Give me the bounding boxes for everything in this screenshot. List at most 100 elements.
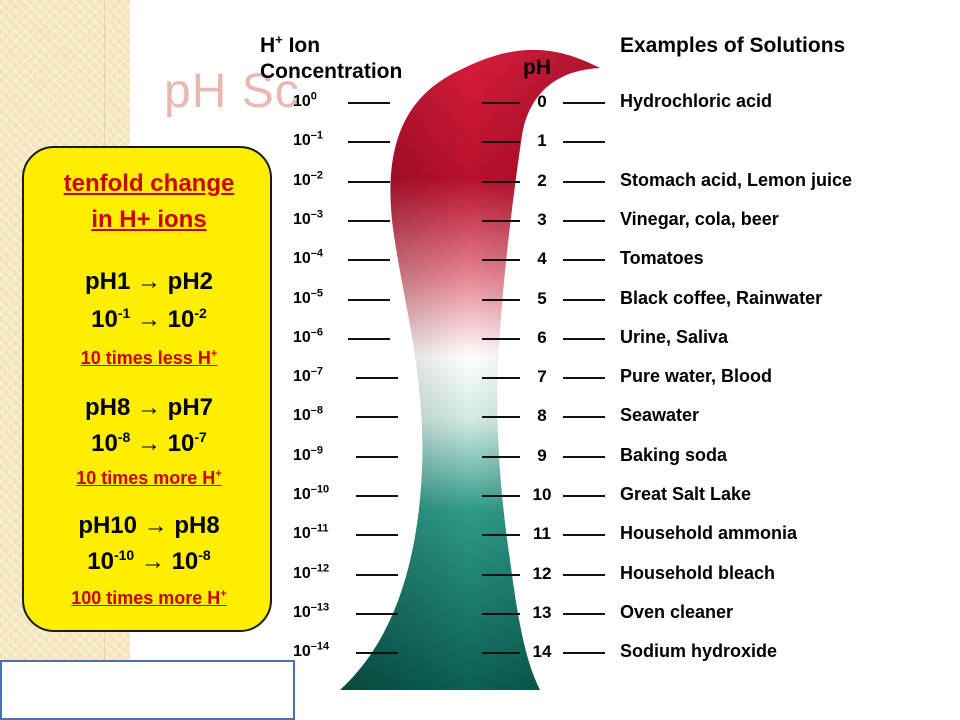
ph-right-tick bbox=[563, 456, 605, 458]
ph-value: 7 bbox=[537, 367, 547, 386]
ph-left-tick bbox=[482, 534, 520, 536]
ph-right-tick bbox=[563, 299, 605, 301]
concentration-tick bbox=[356, 534, 398, 536]
concentration-tick bbox=[348, 299, 390, 301]
concentration-header-h: H bbox=[260, 34, 276, 57]
ph-value: 3 bbox=[537, 210, 547, 229]
example-solution: Oven cleaner bbox=[620, 602, 734, 622]
concentration-tick bbox=[356, 416, 398, 418]
concentration-base: 10 bbox=[293, 407, 311, 424]
ph-left-tick bbox=[482, 181, 520, 183]
ph-left-tick bbox=[482, 141, 520, 143]
arrow-icon: → bbox=[137, 268, 161, 295]
example-solution: Baking soda bbox=[620, 445, 728, 465]
example3-conc-to-exp: -8 bbox=[198, 547, 211, 563]
concentration-label: 10–7 bbox=[293, 366, 323, 386]
ph-header: pH bbox=[523, 56, 551, 79]
ph-ribbon bbox=[340, 49, 600, 690]
example-solution: Household ammonia bbox=[620, 523, 798, 543]
concentration-tick bbox=[348, 102, 390, 104]
concentration-label: 10–5 bbox=[293, 287, 324, 308]
example1-conc-from-exp: -1 bbox=[117, 305, 131, 321]
ph-value: 9 bbox=[537, 446, 547, 465]
ph-value: 6 bbox=[537, 328, 547, 347]
ph-right-tick bbox=[563, 652, 605, 654]
concentration-label: 10–11 bbox=[293, 523, 329, 543]
ph-left-tick bbox=[482, 220, 520, 222]
concentration-label: 10–4 bbox=[293, 248, 323, 268]
concentration-label: 10–3 bbox=[293, 209, 323, 229]
concentration-exponent: –14 bbox=[310, 640, 330, 653]
example3-ph: pH10 → pH8 bbox=[24, 512, 274, 540]
example1-to: pH2 bbox=[167, 268, 214, 295]
concentration-label: 10–14 bbox=[293, 640, 330, 661]
ph-value: 11 bbox=[533, 524, 551, 543]
concentration-tick bbox=[356, 456, 398, 458]
example-solution: Vinegar, cola, beer bbox=[620, 209, 779, 229]
concentration-tick bbox=[356, 652, 398, 654]
example3-conc-from-exp: -10 bbox=[113, 547, 135, 563]
example2-to: pH7 bbox=[167, 394, 214, 421]
ph-left-tick bbox=[482, 456, 520, 458]
ph-value: 4 bbox=[537, 249, 547, 268]
ph-right-tick bbox=[563, 574, 605, 576]
example-solution: Household bleach bbox=[620, 563, 776, 583]
concentration-header-ion: Ion bbox=[282, 34, 321, 57]
concentration-tick bbox=[356, 377, 398, 379]
example-solution: Great Salt Lake bbox=[620, 484, 752, 504]
ph-left-tick bbox=[482, 652, 520, 654]
concentration-exponent: –6 bbox=[310, 326, 324, 339]
ph-right-tick bbox=[563, 495, 605, 497]
concentration-exponent: 0 bbox=[310, 90, 317, 103]
concentration-exponent: –9 bbox=[310, 444, 324, 457]
concentration-base: 10 bbox=[293, 250, 311, 267]
ph-left-tick bbox=[482, 613, 520, 615]
example1-conc-to-exp: -2 bbox=[194, 305, 207, 321]
ph-value: 8 bbox=[537, 406, 547, 425]
concentration-base: 10 bbox=[293, 486, 311, 503]
box-heading-line1: tenfold change bbox=[63, 170, 235, 197]
example1-conc: 10-1 → 10-2 bbox=[24, 306, 274, 334]
ph-right-tick bbox=[563, 181, 605, 183]
concentration-tick bbox=[356, 613, 398, 615]
arrow-icon: → bbox=[137, 306, 161, 333]
ph-left-tick bbox=[482, 574, 520, 576]
concentration-header: H+ Ion bbox=[260, 32, 321, 58]
example1-note: 10 times less H+ bbox=[24, 348, 274, 369]
concentration-exponent: –1 bbox=[310, 129, 324, 142]
ph-value: 0 bbox=[537, 92, 547, 111]
example1-conc-from-base: 10 bbox=[91, 306, 118, 333]
concentration-label: 10–6 bbox=[293, 326, 324, 347]
concentration-tick bbox=[356, 495, 398, 497]
example2-note-sup: + bbox=[215, 468, 222, 480]
concentration-label: 10–9 bbox=[293, 444, 324, 465]
concentration-tick bbox=[348, 141, 390, 143]
concentration-header-plus: + bbox=[275, 32, 283, 47]
example-solution: Black coffee, Rainwater bbox=[620, 288, 823, 308]
concentration-exponent: –10 bbox=[310, 483, 330, 496]
concentration-tick bbox=[348, 259, 390, 261]
example3-to: pH8 bbox=[174, 512, 220, 539]
example-solution: Urine, Saliva bbox=[620, 327, 729, 347]
concentration-base: 10 bbox=[293, 604, 311, 621]
concentration-base: 10 bbox=[293, 643, 311, 660]
concentration-label: 10–8 bbox=[293, 405, 323, 425]
concentration-base: 10 bbox=[293, 565, 311, 582]
example1-note-text: 10 times less H bbox=[80, 348, 211, 368]
example-solution: Sodium hydroxide bbox=[620, 641, 778, 661]
ph-right-tick bbox=[563, 613, 605, 615]
ph-value: 13 bbox=[532, 603, 552, 622]
example2-ph: pH8 → pH7 bbox=[24, 394, 274, 422]
slide-title: pH Sc bbox=[164, 65, 300, 118]
concentration-tick bbox=[348, 220, 390, 222]
concentration-exponent: –13 bbox=[310, 601, 330, 614]
example2-note: 10 times more H+ bbox=[24, 468, 274, 489]
arrow-icon: → bbox=[143, 512, 168, 539]
concentration-base: 10 bbox=[293, 172, 311, 189]
example2-conc: 10-8 → 10-7 bbox=[24, 430, 274, 458]
concentration-exponent: –2 bbox=[310, 169, 324, 182]
ph-right-tick bbox=[563, 220, 605, 222]
arrow-icon: → bbox=[137, 394, 161, 421]
concentration-exponent: –5 bbox=[310, 287, 324, 300]
concentration-header-line2: Concentration bbox=[260, 60, 403, 83]
